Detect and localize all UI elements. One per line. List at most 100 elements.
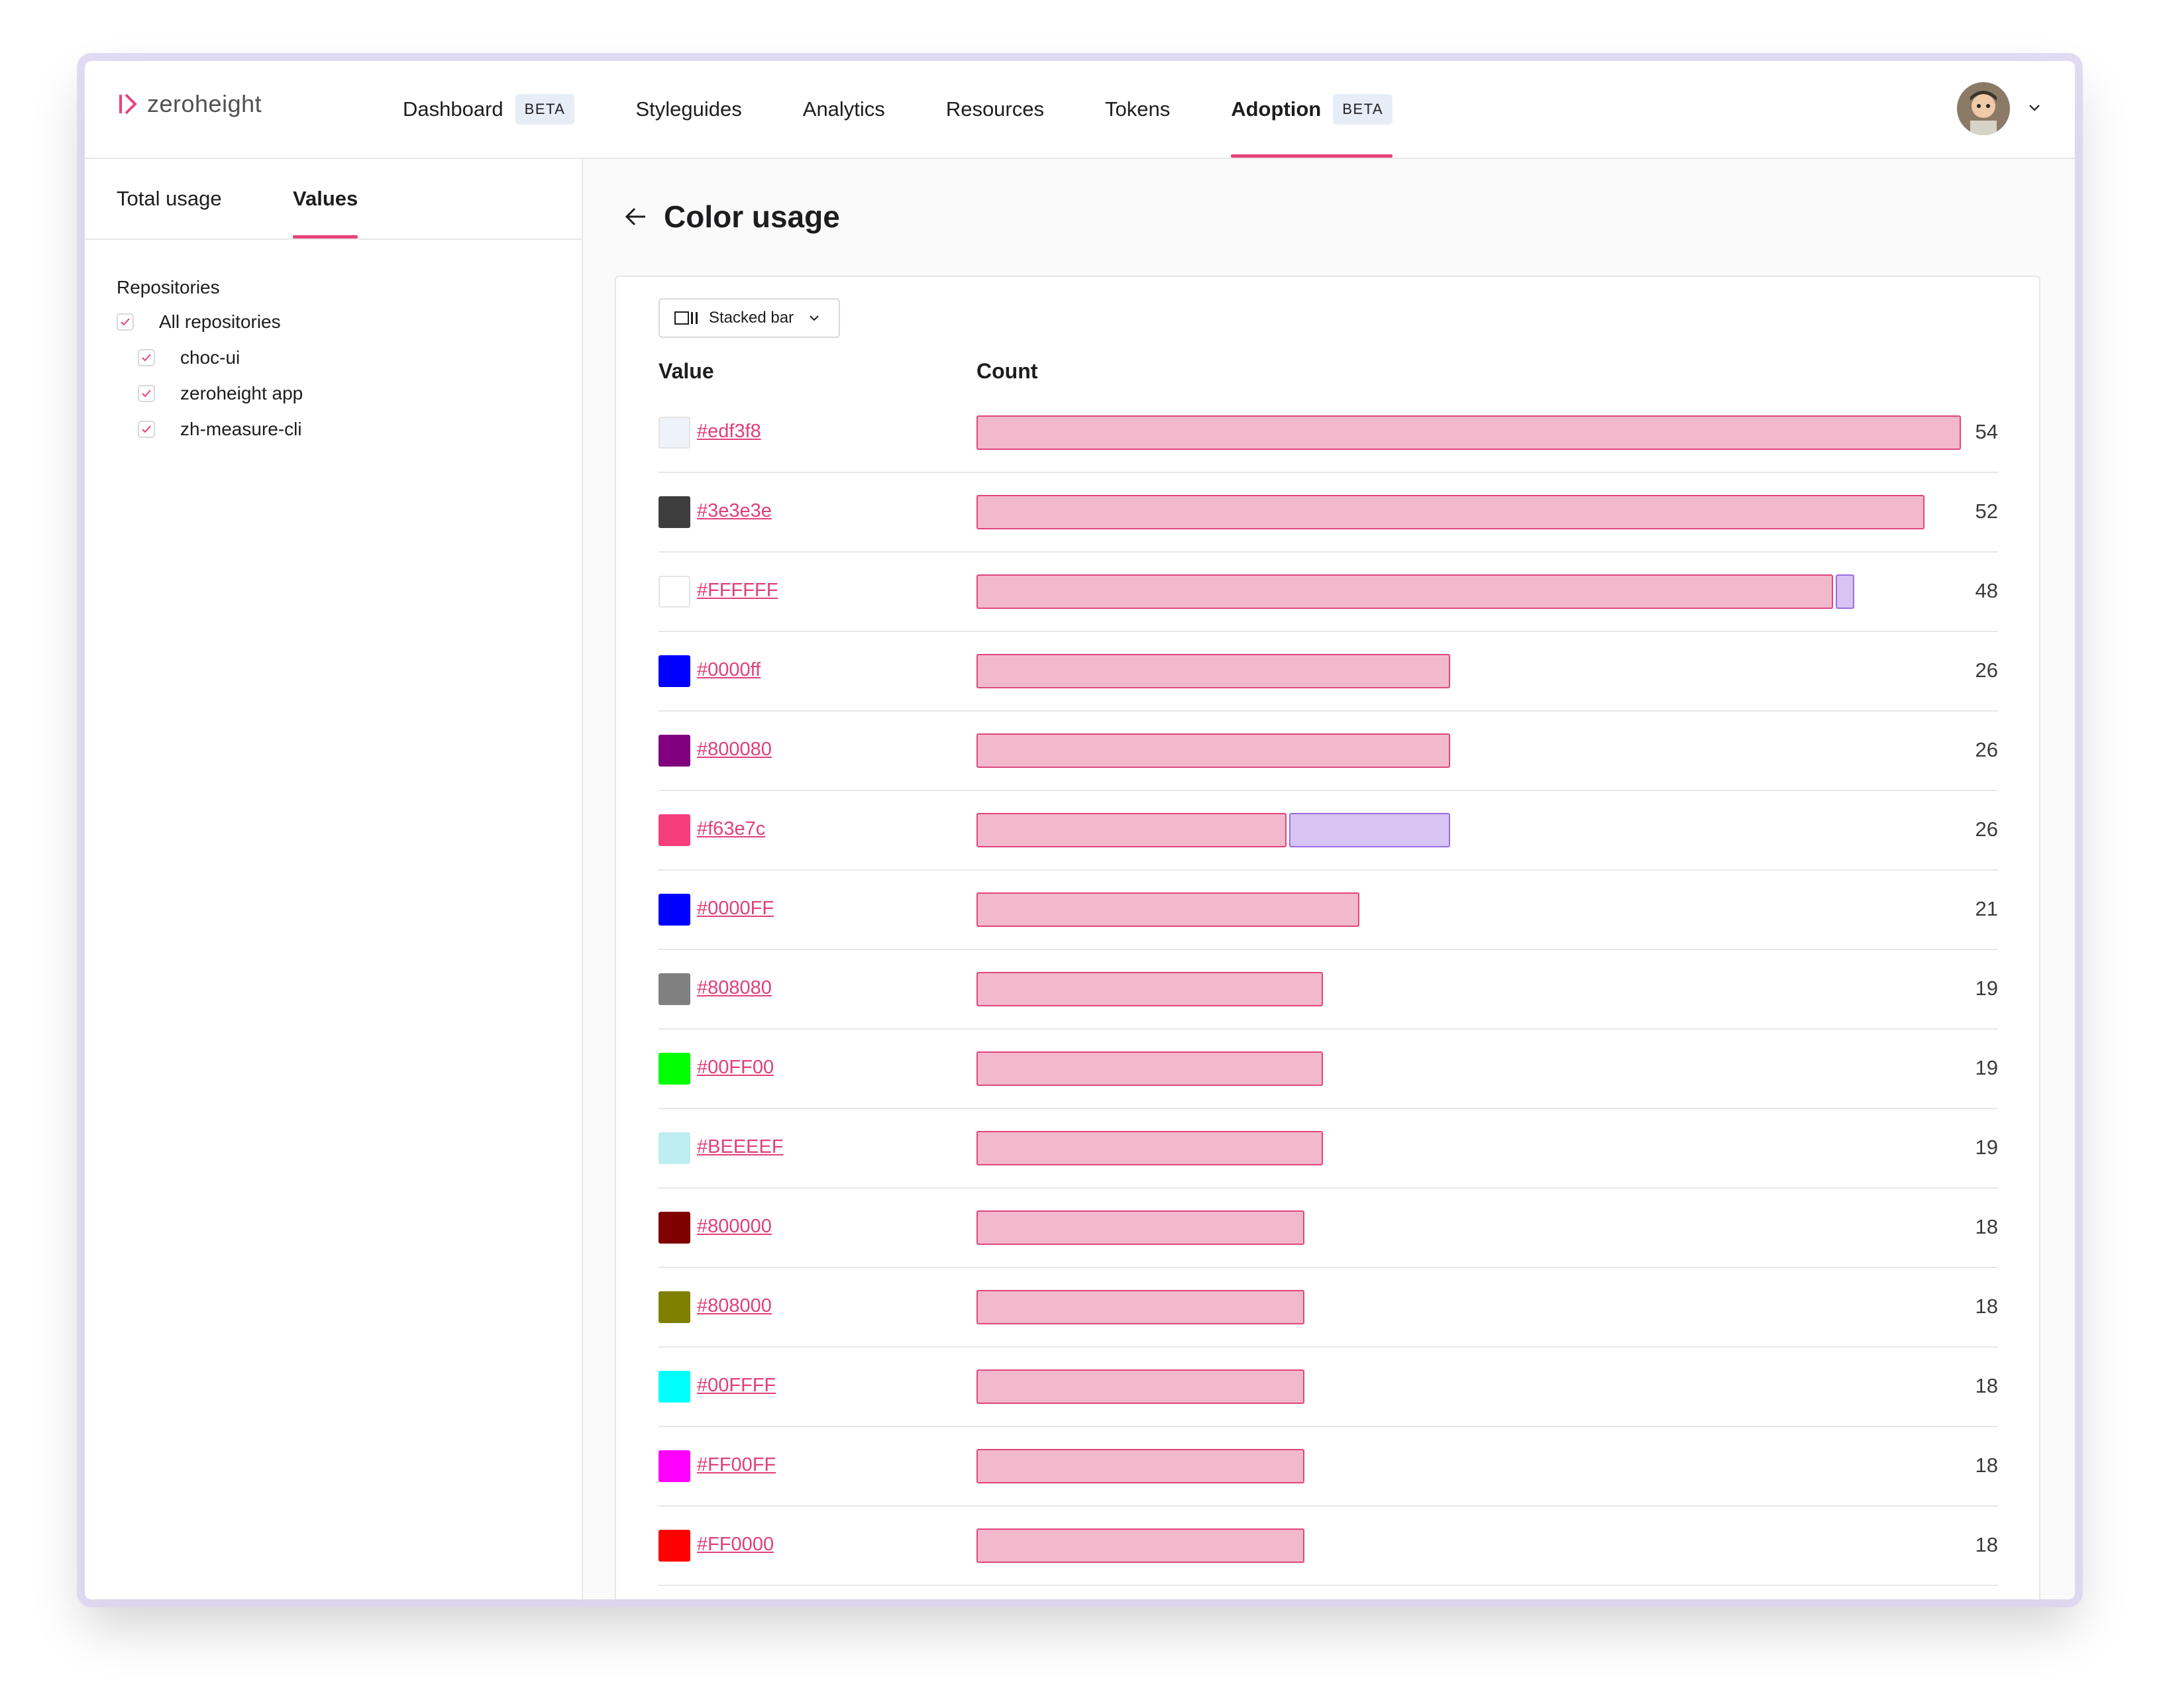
color-value-link[interactable]: #00FFFF <box>697 1375 776 1396</box>
repository-label: choc-ui <box>180 347 240 368</box>
bar-track <box>976 892 1961 927</box>
color-swatch <box>659 655 690 687</box>
tab-total-usage[interactable]: Total usage <box>117 187 222 210</box>
bar-segment-primary[interactable] <box>976 1449 1305 1483</box>
color-value-link[interactable]: #FFFFFF <box>697 580 778 601</box>
usage-count: 52 <box>1975 500 1998 523</box>
nav-item-tokens[interactable]: Tokens <box>1105 61 1170 158</box>
chevron-down-icon[interactable] <box>2026 99 2043 117</box>
bar-segment-primary[interactable] <box>976 1051 1323 1086</box>
color-value-link[interactable]: #800000 <box>697 1216 772 1237</box>
bar-segment-primary[interactable] <box>976 813 1287 847</box>
bar-track <box>976 733 1961 768</box>
check-icon <box>121 318 130 326</box>
repositories-heading: Repositories <box>117 277 220 297</box>
color-value-link[interactable]: #f63e7c <box>697 818 766 839</box>
usage-count: 18 <box>1975 1215 1998 1238</box>
color-swatch <box>659 894 690 926</box>
nav-item-dashboard[interactable]: Dashboard BETA <box>403 61 575 158</box>
color-usage-row: #edf3f8 54 <box>659 394 1998 473</box>
color-value-link[interactable]: #808000 <box>697 1295 772 1316</box>
color-value-link[interactable]: #800080 <box>697 739 772 760</box>
nav-item-adoption[interactable]: Adoption BETA <box>1231 61 1393 158</box>
main-nav: Dashboard BETA Styleguides Analytics Resourc… <box>403 61 1453 158</box>
nav-item-analytics[interactable]: Analytics <box>803 61 885 158</box>
color-usage-card: Stacked bar Value Count #edf3f8 54 #3e3e3e… <box>615 276 2040 1599</box>
bar-segment-primary[interactable] <box>976 1290 1305 1324</box>
color-value-link[interactable]: #FF00FF <box>697 1454 776 1475</box>
color-usage-row: #3e3e3e 52 <box>659 473 1998 553</box>
color-value-link[interactable]: #0000FF <box>697 898 774 919</box>
bar-segment-secondary[interactable] <box>1289 813 1451 847</box>
bar-segment-primary[interactable] <box>976 1528 1305 1563</box>
bar-track <box>976 574 1961 609</box>
repository-option[interactable]: choc-ui <box>138 347 240 368</box>
color-usage-row: #800000 18 <box>659 1189 1998 1268</box>
chart-type-select[interactable]: Stacked bar <box>659 298 841 338</box>
color-value-link[interactable]: #edf3f8 <box>697 421 761 442</box>
nav-item-label: Styleguides <box>635 97 742 121</box>
usage-count: 21 <box>1975 897 1998 920</box>
page-title: Color usage <box>664 199 840 234</box>
chart-type-value: Stacked bar <box>709 309 794 327</box>
color-value-link[interactable]: #00FF00 <box>697 1057 774 1078</box>
bar-track <box>976 972 1961 1006</box>
sidebar: Total usage Values Repositories All repo… <box>85 159 583 1599</box>
nav-item-styleguides[interactable]: Styleguides <box>635 61 741 158</box>
bar-segment-primary[interactable] <box>976 1369 1305 1404</box>
color-usage-row: #FF00FF 18 <box>659 1427 1998 1507</box>
check-icon <box>142 354 151 362</box>
color-value-link[interactable]: #FF0000 <box>697 1534 774 1555</box>
bar-segment-primary[interactable] <box>976 1210 1305 1245</box>
color-usage-row: #FFFFFF 48 <box>659 553 1998 632</box>
tab-values[interactable]: Values <box>293 159 358 239</box>
repository-option[interactable]: zh-measure-cli <box>138 419 302 440</box>
column-header-count: Count <box>976 359 1038 383</box>
checkbox[interactable] <box>138 421 155 438</box>
brand-name: zeroheight <box>147 90 262 117</box>
color-usage-row: #BEEEEF 19 <box>659 1109 1998 1189</box>
bar-segment-primary[interactable] <box>976 733 1451 768</box>
bar-segment-primary[interactable] <box>976 972 1323 1006</box>
bar-segment-primary[interactable] <box>976 415 1961 450</box>
color-value-link[interactable]: #3e3e3e <box>697 500 772 521</box>
color-usage-row: #00FFFF 18 <box>659 1348 1998 1427</box>
usage-count: 19 <box>1975 1056 1998 1079</box>
repository-label: zeroheight app <box>180 383 303 403</box>
color-swatch <box>659 1291 690 1323</box>
usage-count: 54 <box>1975 420 1998 443</box>
zeroheight-logo-icon <box>119 93 137 115</box>
usage-count: 26 <box>1975 659 1998 682</box>
color-value-link[interactable]: #808080 <box>697 977 772 998</box>
bar-segment-primary[interactable] <box>976 892 1359 927</box>
bar-segment-secondary[interactable] <box>1836 574 1855 609</box>
check-icon <box>142 425 151 433</box>
color-value-link[interactable]: #0000ff <box>697 659 761 680</box>
column-header-value: Value <box>659 359 714 383</box>
user-avatar[interactable] <box>1957 82 2010 135</box>
color-value-link[interactable]: #BEEEEF <box>697 1136 784 1157</box>
nav-item-resources[interactable]: Resources <box>946 61 1044 158</box>
bar-segment-primary[interactable] <box>976 1131 1323 1165</box>
usage-count: 48 <box>1975 579 1998 602</box>
repository-option[interactable]: zeroheight app <box>138 383 303 404</box>
checkbox[interactable] <box>138 385 155 402</box>
color-swatch <box>659 1212 690 1244</box>
nav-item-label: Tokens <box>1105 97 1171 121</box>
bar-segment-primary[interactable] <box>976 654 1451 688</box>
bar-track <box>976 495 1961 529</box>
checkbox[interactable] <box>138 349 155 366</box>
checkbox[interactable] <box>117 313 134 331</box>
color-usage-list: #edf3f8 54 #3e3e3e 52 #FFFFFF 48 #0000ff 26 #800… <box>659 394 1998 1599</box>
bar-segment-primary[interactable] <box>976 495 1924 529</box>
repository-option[interactable]: All repositories <box>117 311 281 333</box>
brand-logo[interactable]: zeroheight <box>118 90 262 118</box>
usage-count: 19 <box>1975 977 1998 1000</box>
stacked-bar-icon <box>674 311 698 325</box>
color-usage-row: #f63e7c 26 <box>659 791 1998 871</box>
arrow-left-icon[interactable] <box>623 203 649 230</box>
chevron-down-icon <box>810 315 819 321</box>
bar-track <box>976 1528 1961 1563</box>
sidebar-tabs: Total usage Values <box>85 159 582 240</box>
bar-segment-primary[interactable] <box>976 574 1834 609</box>
